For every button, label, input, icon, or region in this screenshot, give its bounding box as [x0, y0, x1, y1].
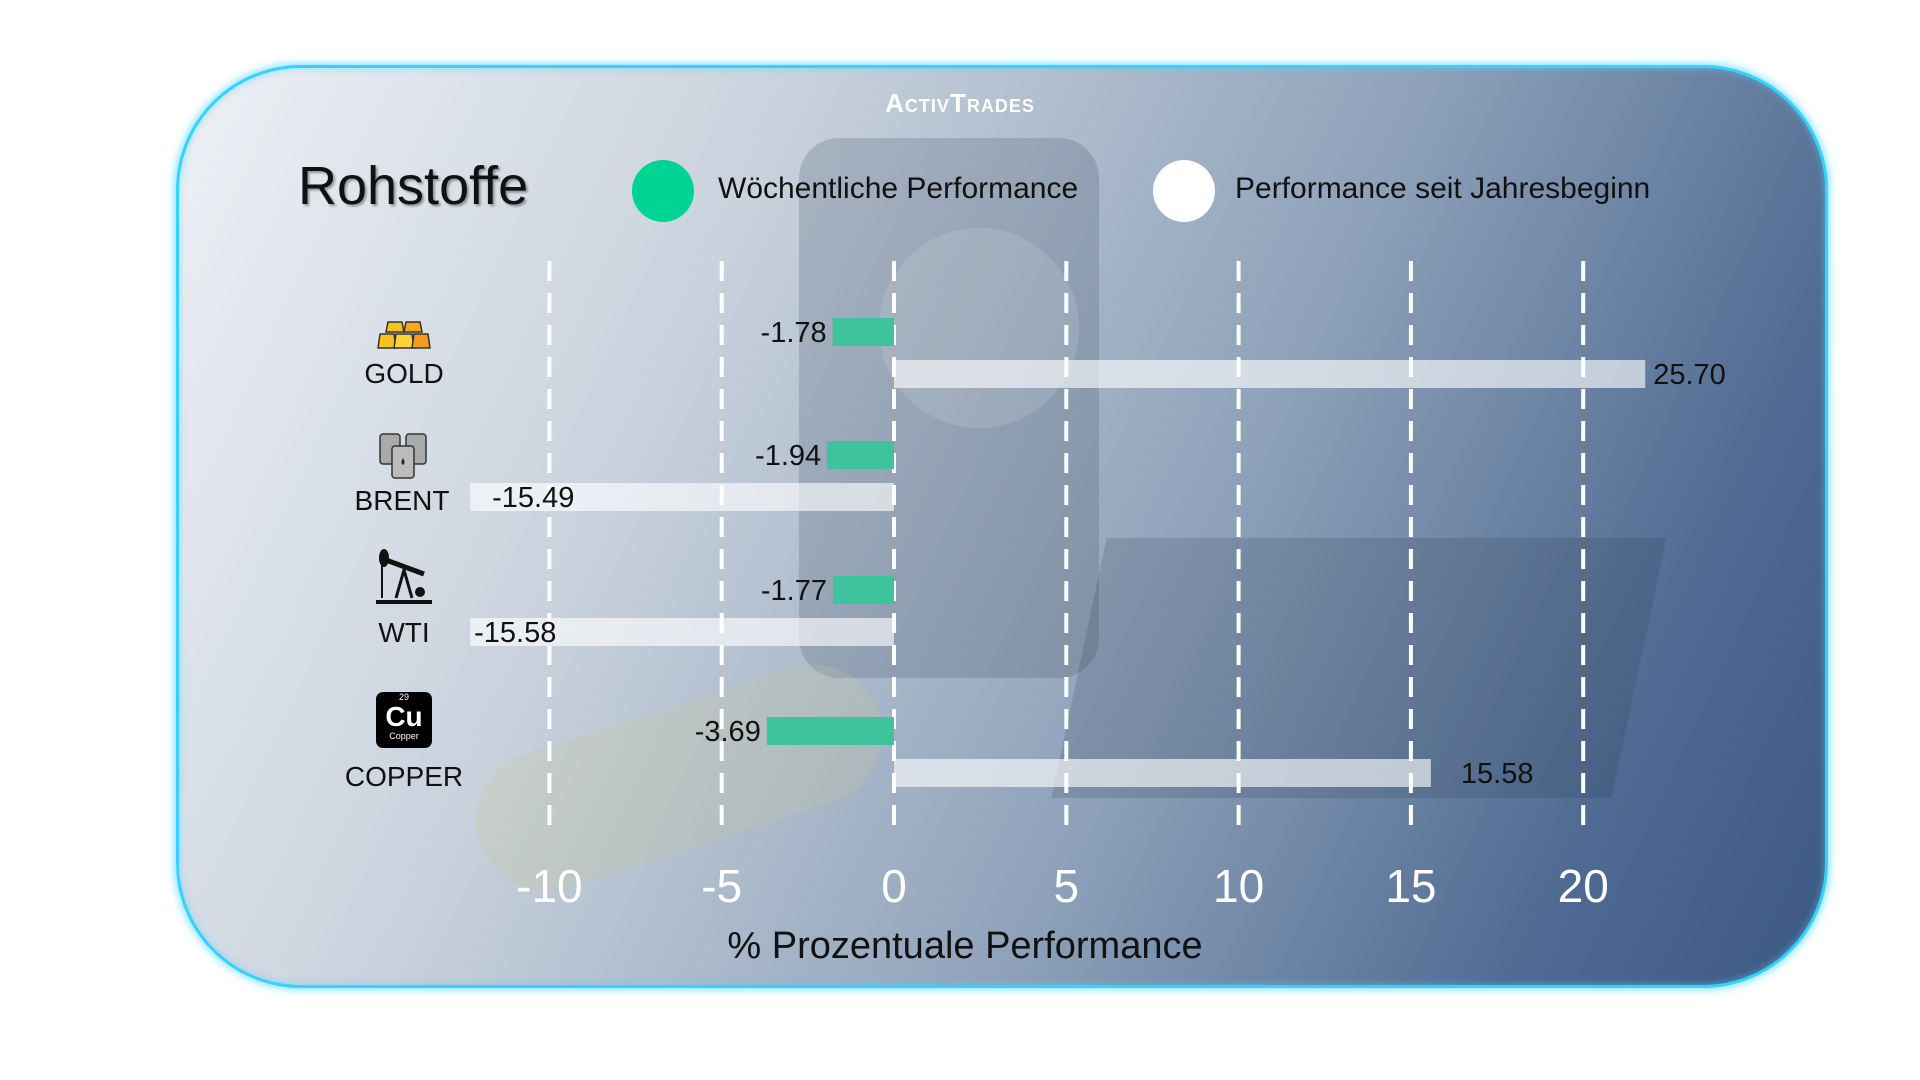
weekly-value-label: -3.69 [695, 716, 761, 748]
x-tick-label: 10 [1213, 860, 1264, 912]
brand-logo: ActivTrades [885, 88, 1035, 118]
copper-element-icon: 29 Cu Copper [376, 692, 432, 748]
x-tick-label: 5 [1054, 860, 1080, 912]
category-label-copper: COPPER [344, 761, 464, 792]
ytd-bar [470, 618, 894, 646]
legend-weekly-swatch [632, 160, 694, 222]
category-label-gold: GOLD [364, 358, 444, 389]
ytd-value-label: 25.70 [1653, 359, 1726, 391]
ytd-value-label: -15.49 [492, 482, 574, 514]
category-label-wti: WTI [378, 617, 430, 648]
legend-weekly-label: Wöchentliche Performance [718, 172, 1079, 205]
x-tick-label: -10 [516, 860, 582, 912]
x-tick-label: 0 [881, 860, 907, 912]
ytd-value-label: 15.58 [1461, 758, 1534, 790]
ytd-bar [470, 483, 894, 511]
legend-ytd-swatch [1153, 160, 1215, 222]
x-tick-label: -5 [701, 860, 742, 912]
oil-barrels-icon [379, 433, 427, 479]
weekly-value-label: -1.78 [761, 317, 827, 349]
copper-name: Copper [389, 731, 419, 741]
weekly-bar [833, 576, 894, 604]
oil-pump-icon [376, 549, 432, 604]
x-tick-label: 20 [1558, 860, 1609, 912]
weekly-bar [832, 318, 894, 346]
legend-ytd-label: Performance seit Jahresbeginn [1235, 172, 1651, 205]
background-oil-logo [879, 228, 1079, 428]
weekly-bar [827, 441, 894, 469]
weekly-value-label: -1.77 [761, 575, 827, 607]
ytd-value-label: -15.58 [474, 617, 556, 649]
gold-bars-icon [377, 321, 431, 349]
x-axis-label: % Prozentuale Performance [727, 925, 1203, 967]
weekly-value-label: -1.94 [755, 440, 821, 472]
ytd-bar [894, 360, 1646, 388]
ytd-bar [894, 759, 1431, 787]
category-label-brent: BRENT [354, 485, 450, 516]
x-tick-label: 15 [1385, 860, 1436, 912]
copper-symbol: Cu [385, 701, 423, 732]
copper-atomic-number: 29 [398, 692, 409, 702]
weekly-bar [766, 717, 894, 745]
chart-title: Rohstoffe [298, 156, 529, 216]
